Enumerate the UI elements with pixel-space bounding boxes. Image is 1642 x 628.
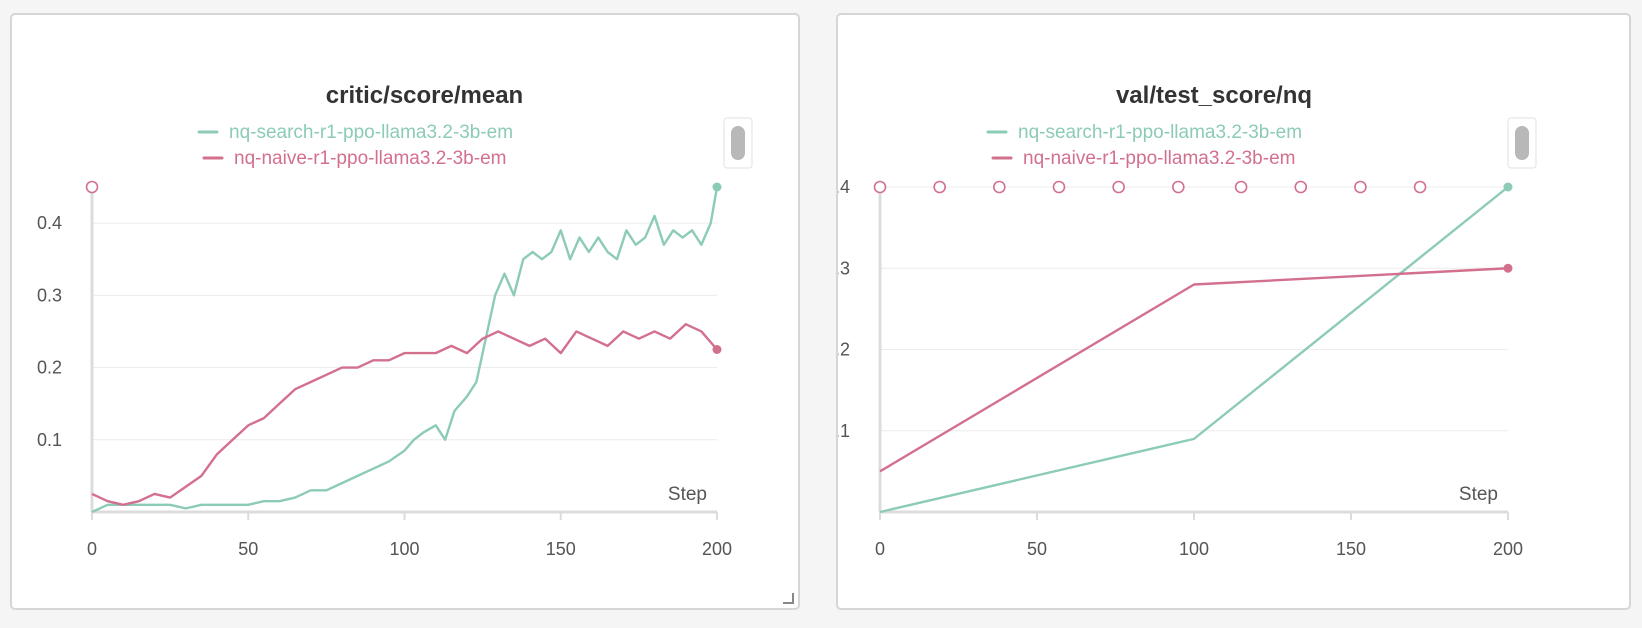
run-marker [873, 180, 887, 194]
x-tick-label: 0 [87, 539, 97, 559]
legend-label-naive: nq-naive-r1-ppo-llama3.2-3b-em [1023, 148, 1295, 169]
y-tick-label: 0.1 [37, 430, 62, 450]
series-endpoint-naive [712, 345, 722, 354]
run-marker [993, 180, 1006, 194]
legend-label-naive: nq-naive-r1-ppo-llama3.2-3b-em [234, 148, 506, 169]
y-tick-label: 0.3 [37, 285, 62, 305]
critic-score-chart: critic/score/mean nq-search-r1-ppo-llama3… [37, 82, 753, 559]
x-tick-label: 50 [238, 539, 258, 559]
series-endpoint-naive [1503, 263, 1513, 273]
x-tick-label: 100 [1179, 539, 1209, 559]
run-marker [1112, 180, 1125, 194]
y-tick-label: 0.2 [838, 340, 850, 360]
chart-panel-critic-score[interactable]: critic/score/mean nq-search-r1-ppo-llama3… [10, 13, 800, 610]
x-axis-label: Step [668, 484, 707, 505]
legend-scrollbar-thumb [731, 126, 745, 160]
x-tick-label: 200 [1493, 539, 1523, 559]
series-endpoint-search [712, 182, 722, 192]
chart-panel-val-test-score[interactable]: val/test_score/nq nq-search-r1-ppo-llama3… [836, 13, 1631, 610]
run-marker [1294, 180, 1308, 194]
y-tick-label: 0.3 [838, 258, 850, 278]
series-endpoint-search [1503, 182, 1513, 192]
x-tick-label: 200 [702, 539, 732, 559]
x-tick-label: 0 [875, 539, 885, 559]
y-tick-label: 0.4 [37, 213, 62, 233]
val-test-score-chart: val/test_score/nq nq-search-r1-ppo-llama3… [838, 82, 1537, 559]
y-tick-label: 0.1 [838, 421, 850, 441]
y-tick-label: 0.2 [37, 358, 62, 378]
series-line-search [879, 186, 1509, 514]
run-marker [1354, 180, 1367, 194]
legend-scrollbar-thumb [1515, 126, 1529, 160]
x-tick-label: 50 [1027, 539, 1047, 559]
run-marker [1052, 180, 1066, 194]
x-tick-label: 150 [546, 539, 576, 559]
series-line-naive [879, 267, 1509, 473]
chart-title: val/test_score/nq [1116, 82, 1312, 109]
run-marker [85, 180, 99, 194]
run-marker [1234, 180, 1248, 194]
chart-title: critic/score/mean [326, 82, 523, 109]
legend-label-search: nq-search-r1-ppo-llama3.2-3b-em [1018, 122, 1302, 143]
resize-handle[interactable] [783, 593, 794, 604]
x-axis-label: Step [1459, 484, 1498, 505]
run-marker [933, 180, 946, 194]
y-tick-label: 0.4 [838, 177, 850, 197]
run-marker [1171, 180, 1185, 194]
series-line-search [91, 186, 719, 514]
x-tick-label: 150 [1336, 539, 1366, 559]
series-line-naive [91, 323, 718, 506]
x-tick-label: 100 [389, 539, 419, 559]
run-marker [1413, 180, 1427, 194]
legend-label-search: nq-search-r1-ppo-llama3.2-3b-em [229, 122, 513, 143]
